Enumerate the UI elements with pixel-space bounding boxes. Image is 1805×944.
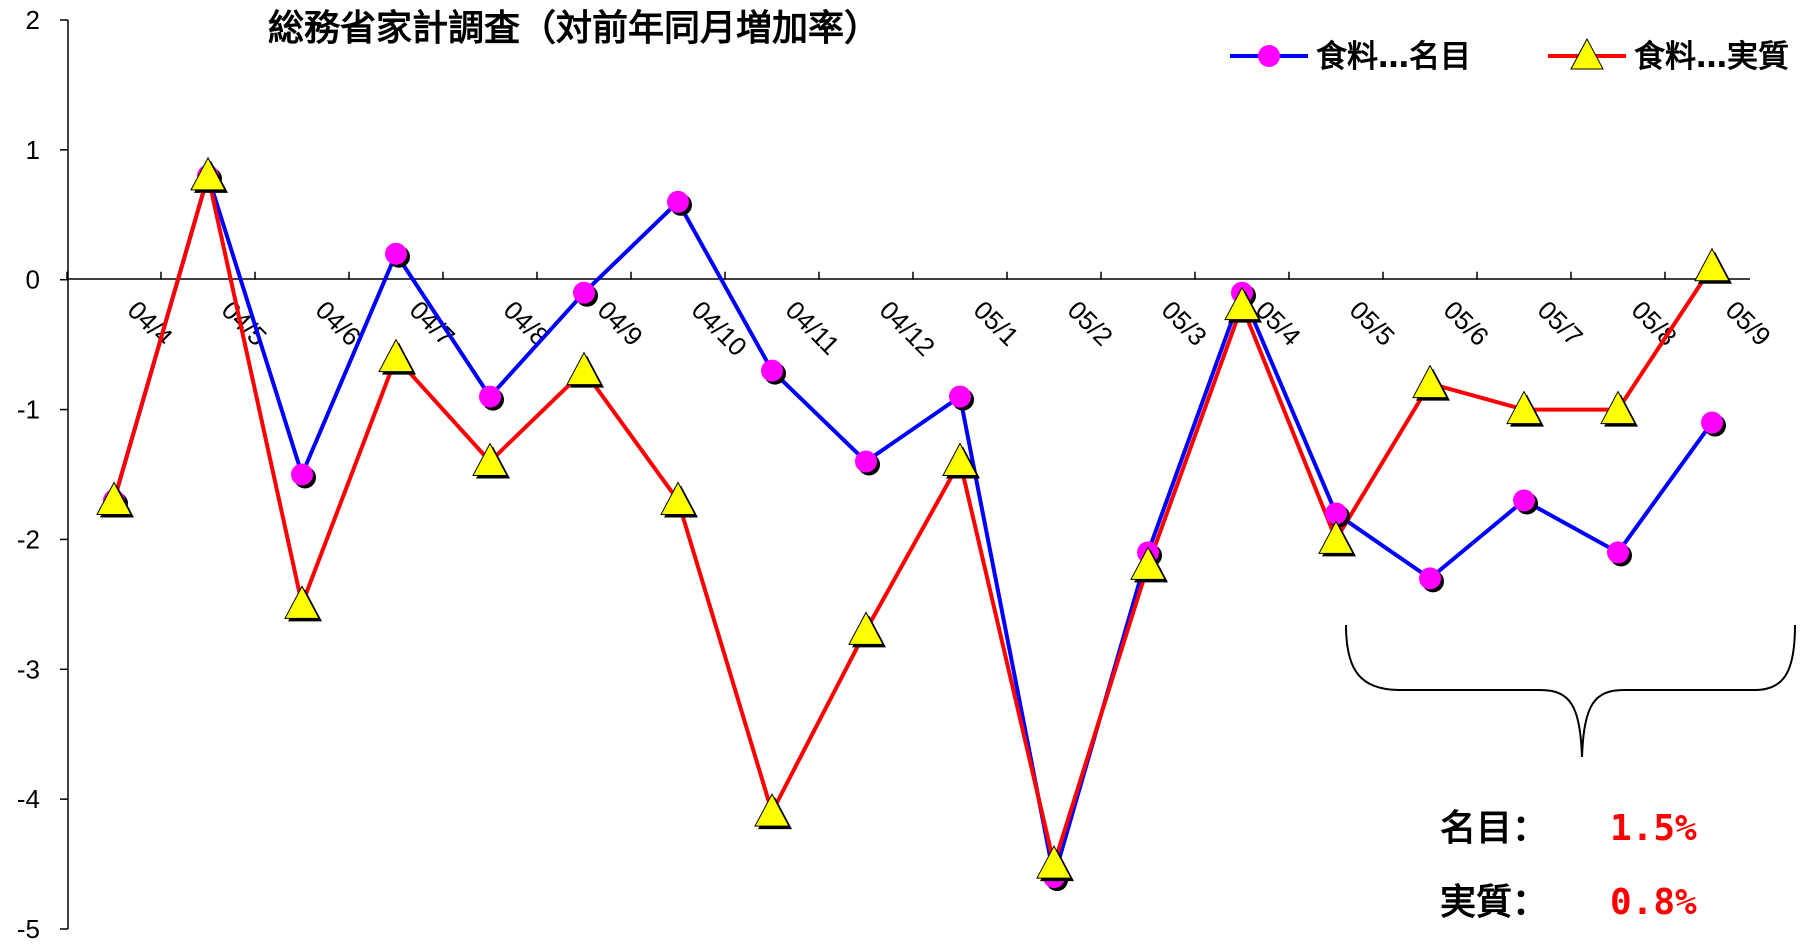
real-point <box>754 793 790 827</box>
y-tick-label: -3 <box>17 654 40 684</box>
nominal-point <box>1325 502 1347 525</box>
nominal-point <box>1701 411 1723 434</box>
nominal-point <box>573 281 595 304</box>
real-point <box>284 585 320 619</box>
nominal-point <box>1419 567 1441 590</box>
real-point <box>190 156 226 191</box>
x-category-label: 05/2 <box>1062 295 1119 352</box>
x-category-label: 04/7 <box>404 295 461 352</box>
nominal-point <box>761 359 783 382</box>
real-point <box>848 611 884 645</box>
real-point <box>660 481 696 515</box>
real-point <box>566 351 602 386</box>
y-tick-label: 1 <box>26 135 40 165</box>
x-category-label: 04/8 <box>498 295 555 352</box>
legend-item-real: 食料…実質 <box>1548 37 1789 75</box>
x-category-label: 04/12 <box>874 295 941 362</box>
real-point <box>1506 390 1542 425</box>
nominal-point <box>949 385 971 408</box>
legend-item-nominal: 食料…名目 <box>1230 39 1471 75</box>
series-layer <box>96 156 1732 892</box>
x-category-label: 04/11 <box>780 295 846 361</box>
legend-marker <box>1258 45 1280 67</box>
summary-annotation: 名目： 1.5% 実質： 0.8% <box>1345 624 1796 923</box>
legend-label: 食料…名目 <box>1316 39 1471 75</box>
real-point <box>1694 247 1730 282</box>
series-line-real <box>112 173 1714 867</box>
real-point <box>96 481 132 515</box>
x-ticks <box>66 271 1666 280</box>
real-point <box>1412 364 1448 399</box>
x-category-label: 05/7 <box>1532 295 1589 352</box>
summary-value-real: 0.8% <box>1610 882 1697 923</box>
series-line-nominal <box>112 173 1714 880</box>
nominal-point <box>1607 541 1629 564</box>
legend-marker <box>1570 37 1604 70</box>
nominal-point <box>1513 489 1535 512</box>
nominal-point <box>855 450 877 473</box>
real-point <box>1036 845 1072 879</box>
real-point <box>1318 520 1354 554</box>
real-point <box>472 442 508 477</box>
x-category-label: 05/3 <box>1156 295 1213 352</box>
real-point <box>378 338 414 373</box>
curly-brace <box>1345 624 1796 758</box>
nominal-point <box>385 242 407 265</box>
x-axis: 04/4 04/5 04/6 04/7 04/8 04/9 04/10 04/11 04/12 0… <box>66 271 1777 362</box>
real-point <box>942 442 978 477</box>
legend-label: 食料…実質 <box>1634 39 1789 75</box>
x-category-label: 05/1 <box>968 295 1025 352</box>
summary-value-nominal: 1.5% <box>1610 808 1697 849</box>
legend: 食料…名目 食料…実質 <box>1230 37 1789 75</box>
y-ticks: 2 1 0 -1 -2 -3 -4 -5 <box>17 5 68 944</box>
x-category-label: 04/9 <box>592 295 649 352</box>
y-tick-label: -1 <box>17 395 40 425</box>
y-tick-label: -5 <box>17 914 40 944</box>
real-point <box>1130 546 1166 580</box>
x-category-label: 05/9 <box>1720 295 1777 352</box>
x-category-label: 05/5 <box>1344 295 1401 352</box>
nominal-point <box>667 190 689 213</box>
y-tick-label: 2 <box>26 5 40 35</box>
nominal-point <box>291 463 313 486</box>
x-labels: 04/4 04/5 04/6 04/7 04/8 04/9 04/10 04/11 04/12 0… <box>122 295 1777 362</box>
y-tick-label: -4 <box>17 784 40 814</box>
x-category-label: 04/10 <box>686 295 753 362</box>
x-category-label: 05/6 <box>1438 295 1495 352</box>
y-tick-label: -2 <box>17 524 40 554</box>
real-point <box>1224 286 1260 321</box>
summary-label-real: 実質： <box>1440 882 1548 923</box>
y-axis: 2 1 0 -1 -2 -3 -4 -5 <box>17 5 69 944</box>
real-point <box>1600 390 1636 425</box>
y-tick-label: 0 <box>26 265 40 295</box>
nominal-point <box>479 385 501 408</box>
summary-label-nominal: 名目： <box>1440 808 1548 849</box>
chart-title: 総務省家計調査（対前年同月増加率） <box>268 8 880 49</box>
